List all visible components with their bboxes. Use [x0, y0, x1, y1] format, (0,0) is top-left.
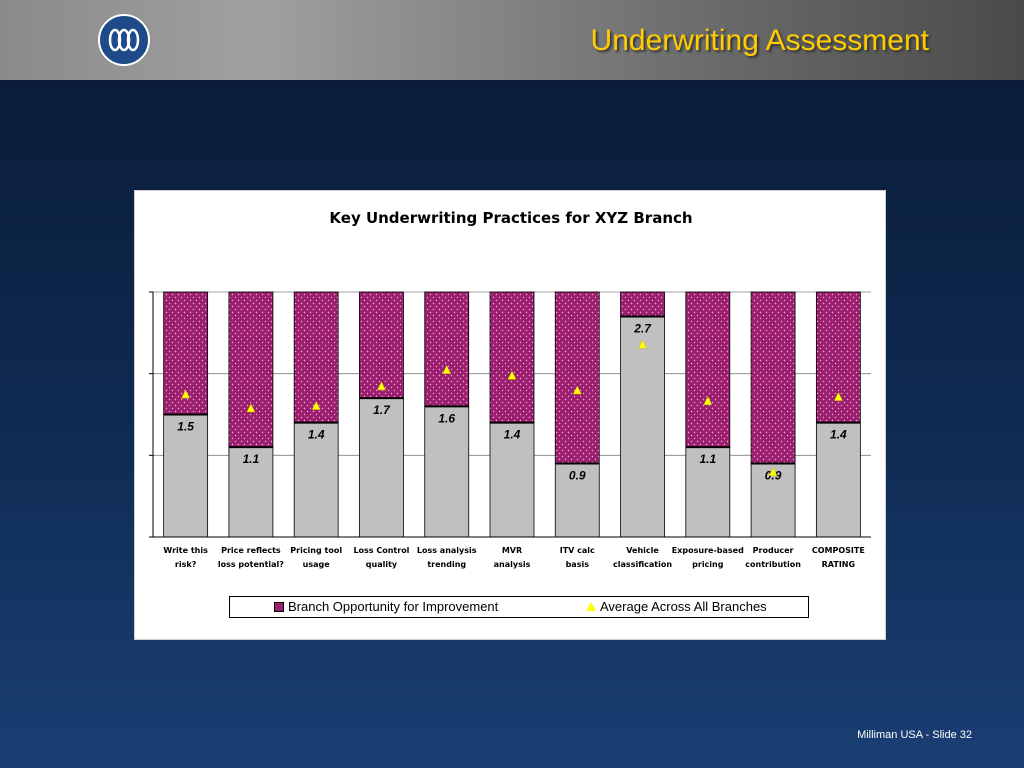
category-label: Vehicle	[626, 546, 659, 555]
legend-item-average: Average Across All Branches	[586, 599, 767, 614]
logo-icon	[108, 28, 140, 52]
slide-header: Underwriting Assessment	[0, 0, 1024, 80]
milliman-logo	[98, 14, 150, 66]
bar-opportunity	[750, 291, 796, 464]
category-label: Loss analysis	[417, 546, 477, 555]
category-label: Loss Control	[353, 546, 409, 555]
average-marker	[768, 467, 778, 476]
category-label: trending	[427, 560, 466, 569]
category-label: loss potential?	[218, 560, 284, 569]
average-marker	[181, 389, 191, 399]
bar-value-label: 1.1	[243, 452, 260, 466]
chart-legend: Branch Opportunity for Improvement Avera…	[229, 596, 809, 618]
bar-value-label: 1.1	[699, 452, 716, 466]
category-label: RATING	[822, 560, 855, 569]
category-label: quality	[366, 560, 398, 569]
bar-value-label: 0.9	[569, 469, 586, 483]
chart-title: Key Underwriting Practices for XYZ Branc…	[329, 209, 693, 227]
category-label: Producer	[753, 546, 794, 555]
bar-value-label: 1.4	[308, 428, 325, 442]
bar-value-label: 2.7	[633, 322, 652, 336]
slide-title: Underwriting Assessment	[590, 24, 929, 57]
legend-item-opportunity: Branch Opportunity for Improvement	[274, 599, 498, 614]
bar-opportunity	[424, 291, 470, 407]
bar-opportunity	[620, 291, 665, 317]
bar-value-label: 1.6	[438, 411, 455, 425]
bar-score	[359, 397, 404, 538]
bar-score	[554, 463, 600, 538]
category-label: classification	[613, 560, 672, 569]
bar-score	[685, 446, 731, 538]
average-marker	[246, 403, 256, 413]
average-marker	[833, 391, 843, 401]
category-label: MVR	[502, 546, 522, 555]
bar-value-label: 1.4	[504, 428, 521, 442]
legend-label-average: Average Across All Branches	[600, 599, 767, 614]
category-label: Price reflects	[221, 546, 281, 555]
legend-label-opportunity: Branch Opportunity for Improvement	[288, 599, 499, 614]
legend-swatch-opportunity	[274, 601, 284, 612]
legend-triangle-icon	[586, 602, 596, 611]
bar-opportunity	[228, 291, 274, 448]
category-label: ITV calc	[560, 546, 595, 555]
bar-opportunity	[293, 291, 339, 424]
bar-score	[620, 316, 665, 538]
average-marker	[311, 400, 321, 410]
category-label: COMPOSITE	[812, 546, 865, 555]
bar-opportunity	[685, 291, 731, 448]
category-label: Exposure-based	[672, 546, 744, 555]
category-label: contribution	[745, 560, 801, 569]
category-label: Pricing tool	[290, 546, 342, 555]
bar-value-label: 1.7	[373, 403, 391, 417]
average-marker	[377, 381, 386, 391]
bar-opportunity	[815, 291, 861, 424]
bar-score	[815, 422, 861, 538]
average-marker	[442, 365, 452, 374]
chart-plot: 1.5 Write this risk? 1.1 Price reflects loss …	[149, 291, 871, 569]
average-marker	[703, 396, 713, 405]
category-label: basis	[566, 560, 590, 569]
category-label: Write this	[163, 546, 208, 555]
bar-opportunity	[554, 291, 600, 464]
category-label: usage	[303, 560, 331, 569]
chart-panel: Key Underwriting Practices for XYZ Branc…	[134, 190, 886, 640]
slide-footer: Milliman USA - Slide 32	[857, 729, 972, 741]
bar-opportunity	[489, 291, 535, 424]
bar-score	[424, 405, 470, 538]
bar-value-label: 1.4	[830, 428, 847, 442]
average-marker	[507, 370, 517, 380]
bar-score	[489, 422, 535, 538]
category-label: risk?	[175, 560, 197, 569]
average-marker	[572, 385, 582, 395]
category-label: pricing	[692, 560, 724, 569]
bar-score	[228, 446, 274, 538]
bar-opportunity	[359, 291, 404, 399]
average-marker	[638, 339, 647, 349]
category-label: analysis	[494, 560, 531, 569]
bar-value-label: 1.5	[177, 420, 194, 434]
